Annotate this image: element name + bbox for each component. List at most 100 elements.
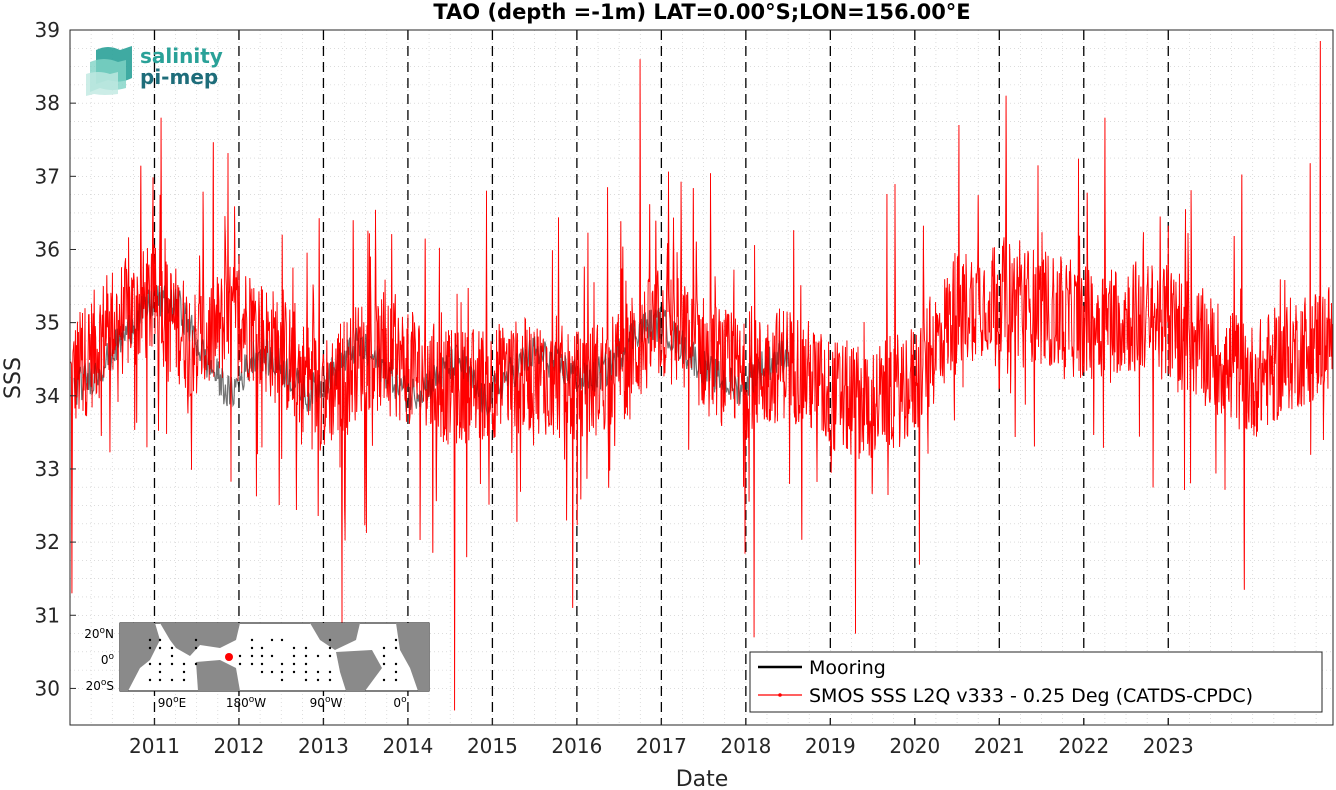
- inset-lat-label-1: 20oN: [84, 626, 114, 641]
- mooring-dot: [280, 678, 284, 682]
- mooring-dot: [250, 654, 254, 658]
- mooring-dot: [182, 670, 186, 674]
- mooring-dot: [194, 646, 198, 650]
- x-tick-label: 2015: [467, 734, 518, 758]
- y-tick-label: 31: [35, 603, 60, 627]
- mooring-dot: [316, 670, 320, 674]
- mooring-dot: [394, 678, 398, 682]
- mooring-dot: [158, 646, 162, 650]
- mooring-dot: [170, 662, 174, 666]
- mooring-dot: [148, 678, 152, 682]
- mooring-dot: [280, 662, 284, 666]
- mooring-dot: [250, 662, 254, 666]
- mooring-dot: [394, 638, 398, 642]
- smos-series-overlay: [70, 40, 1333, 711]
- salinity-pimep-logo: salinity pi-mep: [86, 44, 223, 96]
- inset-lon-label-1: 90oE: [158, 695, 186, 710]
- mooring-dot: [250, 638, 254, 642]
- mooring-dot: [328, 654, 332, 658]
- mooring-dot: [170, 654, 174, 658]
- mooring-dot: [148, 638, 152, 642]
- mooring-dot: [270, 654, 274, 658]
- grid: [69, 29, 1333, 725]
- x-tick-label: 2016: [551, 734, 602, 758]
- legend-box: [749, 651, 1323, 713]
- mooring-dot: [394, 662, 398, 666]
- logo-line1: salinity: [140, 44, 223, 68]
- mooring-dot: [316, 678, 320, 682]
- y-tick-label: 35: [35, 311, 60, 335]
- inset-land-north-america: [310, 623, 360, 650]
- mooring-dot: [304, 678, 308, 682]
- mooring-dot: [170, 646, 174, 650]
- mooring-dot: [250, 646, 254, 650]
- mooring-dot: [182, 662, 186, 666]
- mooring-dot: [304, 654, 308, 658]
- x-tick-label: 2022: [1058, 734, 1109, 758]
- series-layer: [70, 40, 1333, 711]
- legend: Mooring SMOS SSS L2Q v333 - 0.25 Deg (CA…: [749, 651, 1323, 713]
- inset-land-south-america: [336, 650, 382, 691]
- mooring-dot: [382, 646, 386, 650]
- mooring-dot: [382, 678, 386, 682]
- inset-lat-label-2: 0o: [101, 652, 115, 667]
- mooring-location-marker: [225, 653, 233, 661]
- wave-logo-icon: [86, 46, 132, 96]
- mooring-dot: [158, 678, 162, 682]
- mooring-dot: [292, 670, 296, 674]
- mooring-dot: [260, 646, 264, 650]
- inset-lon-label-3: 90oW: [310, 695, 343, 710]
- x-tick-label: 2021: [974, 734, 1025, 758]
- mooring-dot: [304, 662, 308, 666]
- plot-frame: [69, 29, 1334, 726]
- mooring-dot: [260, 662, 264, 666]
- y-axis-label: SSS: [1, 357, 26, 399]
- mooring-dot: [292, 662, 296, 666]
- mooring-dot: [394, 646, 398, 650]
- mooring-dot: [170, 678, 174, 682]
- mooring-dot: [382, 654, 386, 658]
- mooring-dot: [382, 662, 386, 666]
- mooring-dot: [194, 638, 198, 642]
- mooring-dot: [316, 654, 320, 658]
- inset-land-africa-east: [396, 623, 429, 691]
- x-axis-label: Date: [676, 767, 729, 790]
- x-axis-ticks: 2011 2012 2013 2014 2015 2016 2017 2018 2019 2020…: [129, 719, 1194, 758]
- mooring-dot: [238, 654, 242, 658]
- mooring-dot: [238, 662, 242, 666]
- x-tick-label: 2012: [214, 734, 265, 758]
- mooring-dot: [304, 646, 308, 650]
- y-tick-label: 39: [35, 18, 60, 42]
- inset-lon-label-2: 180oW: [226, 695, 266, 710]
- x-tick-label: 2023: [1143, 734, 1194, 758]
- y-tick-label: 38: [35, 91, 60, 115]
- y-tick-label: 32: [35, 530, 60, 554]
- legend-label-mooring: Mooring: [809, 657, 886, 679]
- y-tick-label: 34: [35, 384, 60, 408]
- mooring-dot: [158, 638, 162, 642]
- y-axis-ticks: 30 31 32 33 34 35 36 37 38 39: [35, 18, 76, 700]
- legend-marker-smos: [778, 693, 782, 697]
- logo-line2: pi-mep: [140, 65, 218, 89]
- mooring-dot: [292, 654, 296, 658]
- inset-land-australia: [196, 660, 240, 691]
- mooring-dot: [280, 670, 284, 674]
- mooring-dot: [158, 670, 162, 674]
- x-tick-label: 2013: [298, 734, 349, 758]
- x-tick-label: 2020: [889, 734, 940, 758]
- year-divider-lines: [153, 30, 1169, 725]
- x-tick-label: 2019: [805, 734, 856, 758]
- y-tick-label: 37: [35, 164, 60, 188]
- mooring-dot: [328, 678, 332, 682]
- inset-land-asia: [160, 623, 240, 656]
- y-tick-label: 33: [35, 457, 60, 481]
- mooring-dot: [260, 654, 264, 658]
- mooring-dot: [328, 646, 332, 650]
- mooring-dot: [394, 670, 398, 674]
- x-tick-label: 2018: [720, 734, 771, 758]
- mooring-dot: [270, 638, 274, 642]
- mooring-dot: [292, 646, 296, 650]
- y-tick-label: 30: [35, 676, 60, 700]
- mooring-dot: [270, 670, 274, 674]
